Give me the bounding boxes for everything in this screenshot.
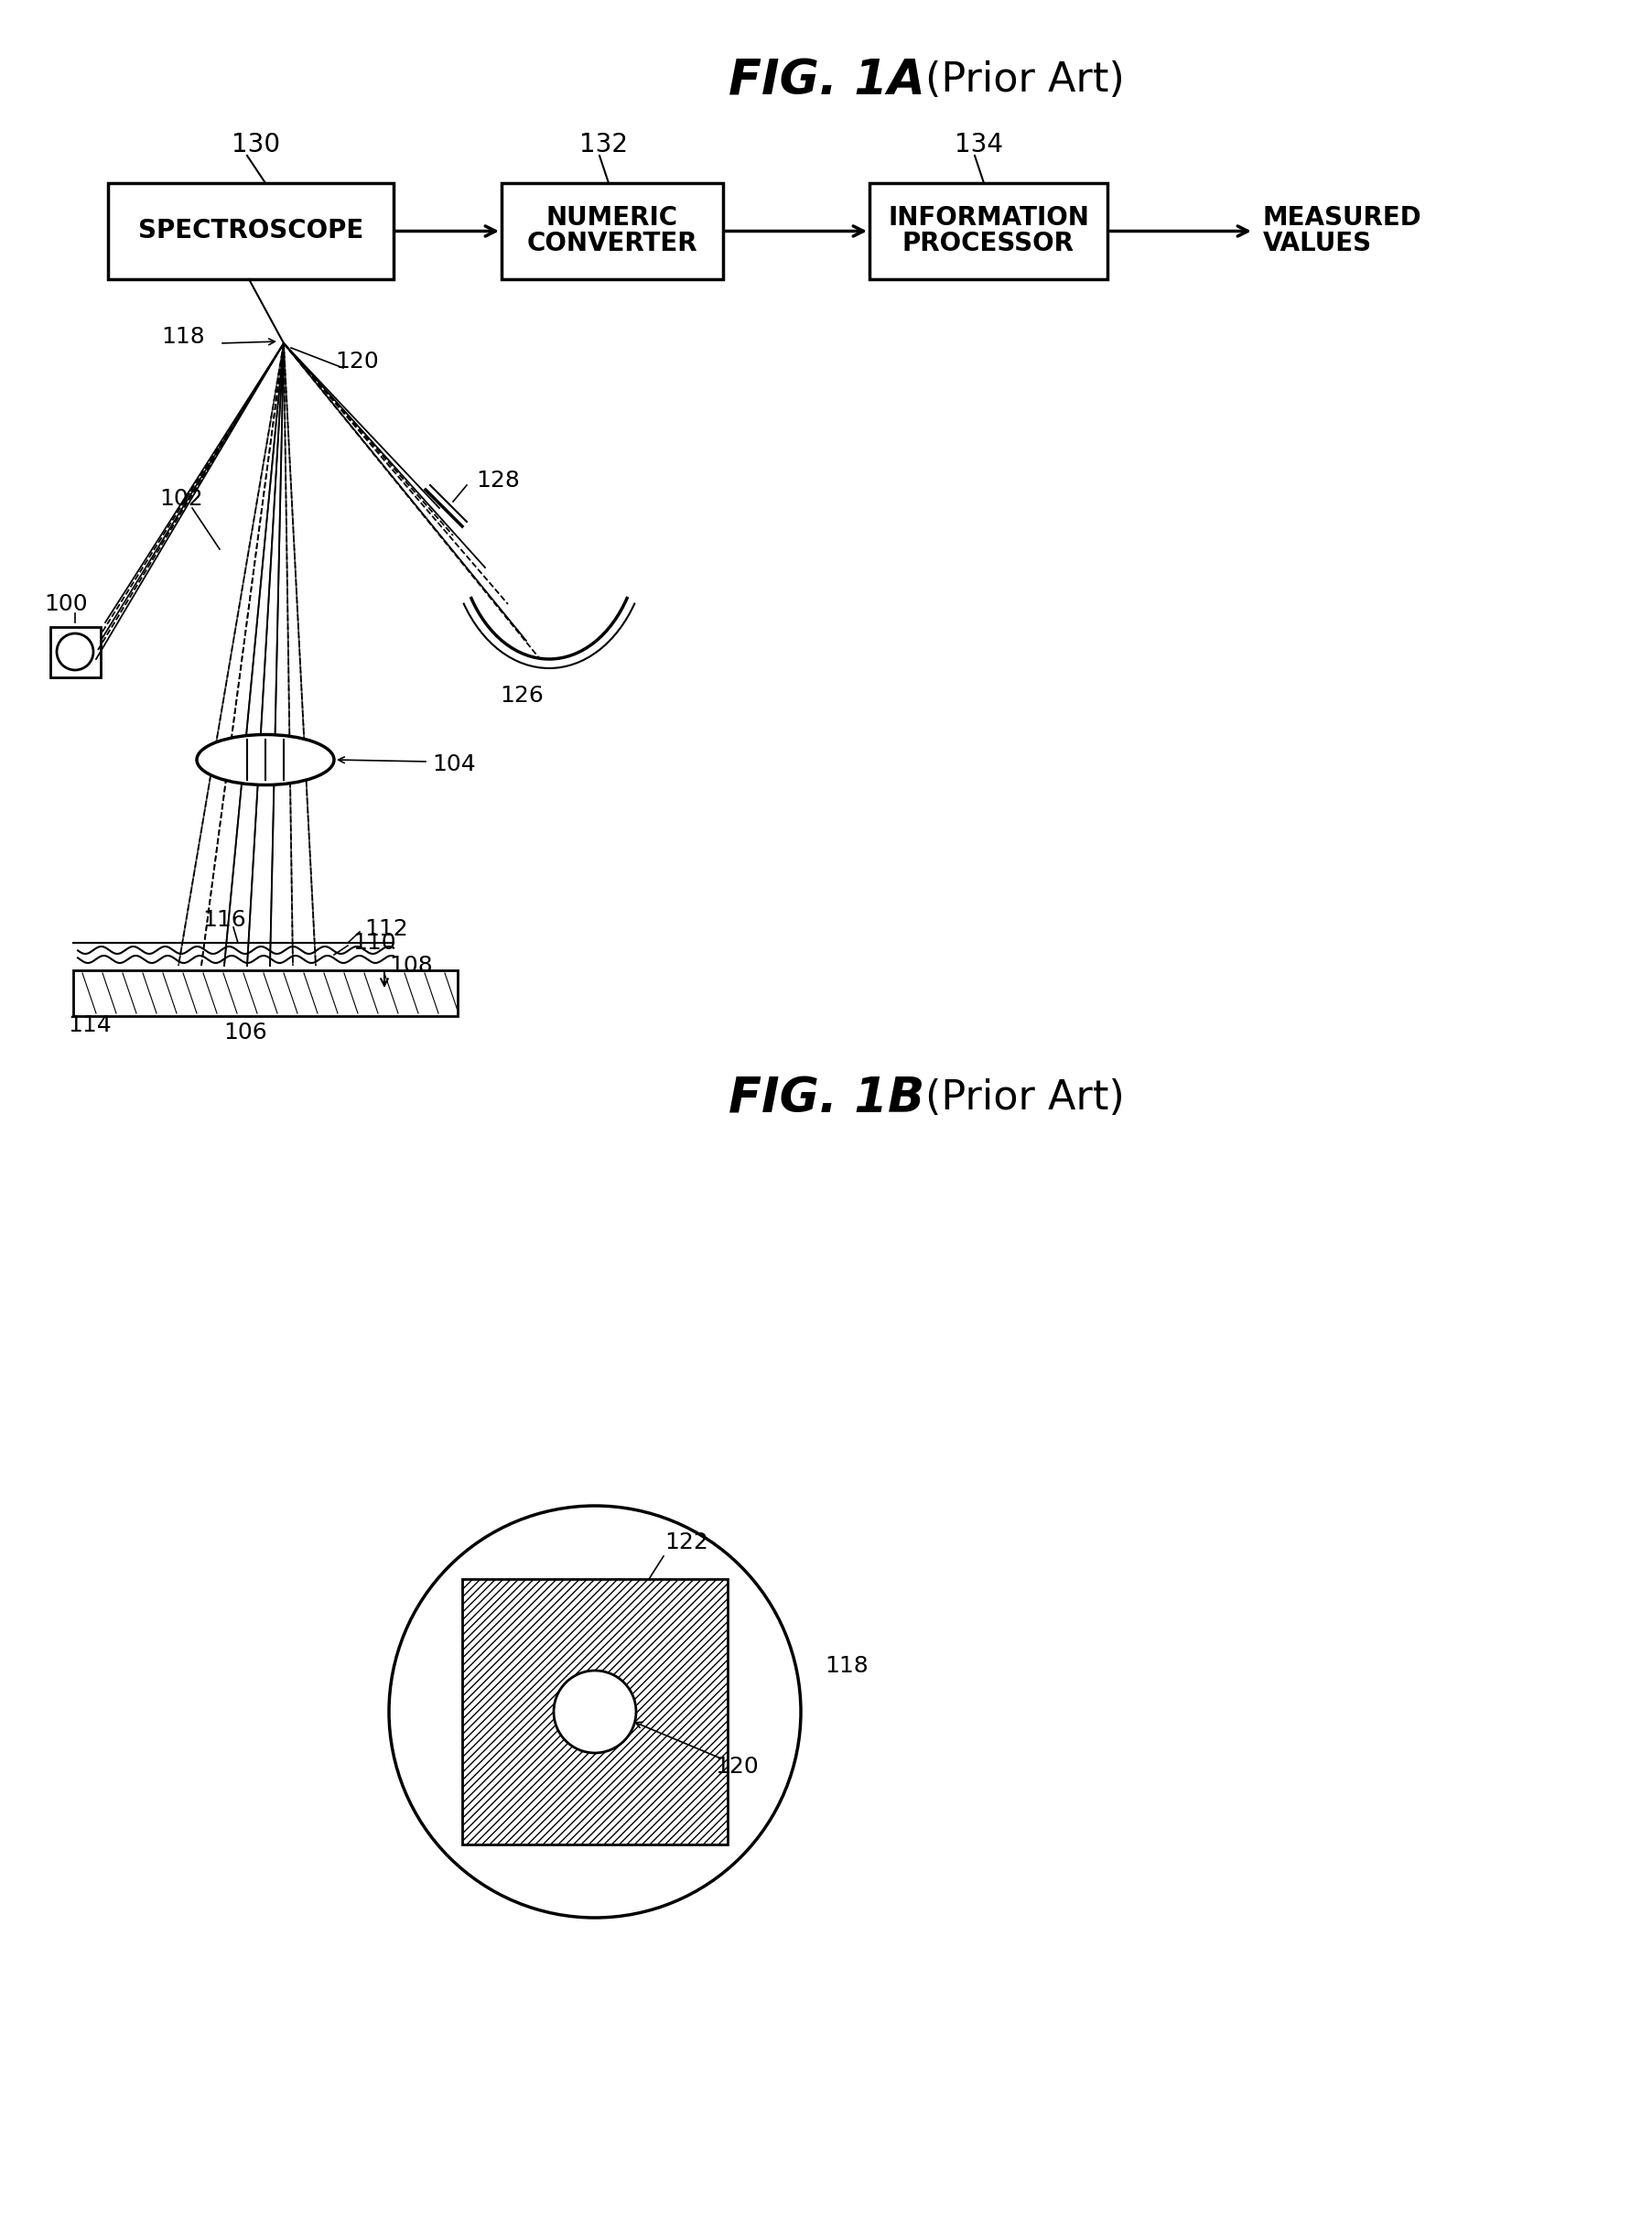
Bar	[107, 184, 393, 280]
Bar	[73, 969, 458, 1017]
Text: NUMERIC: NUMERIC	[547, 206, 677, 231]
Text: 118: 118	[162, 327, 205, 347]
Text: MEASURED: MEASURED	[1262, 206, 1421, 231]
Text: (Prior Art): (Prior Art)	[925, 1079, 1123, 1117]
Bar	[501, 184, 722, 280]
Text: 134: 134	[955, 132, 1003, 157]
Bar	[463, 1578, 727, 1845]
Circle shape	[553, 1670, 636, 1753]
Text: 108: 108	[388, 954, 433, 976]
Text: 112: 112	[363, 918, 408, 940]
Text: 116: 116	[202, 909, 246, 931]
Text: 120: 120	[335, 352, 378, 372]
Text: CONVERTER: CONVERTER	[527, 231, 697, 257]
Bar	[50, 627, 101, 678]
Text: 128: 128	[476, 470, 519, 493]
Text: PROCESSOR: PROCESSOR	[902, 231, 1074, 257]
Circle shape	[388, 1507, 800, 1919]
Text: VALUES: VALUES	[1262, 231, 1371, 257]
Text: 102: 102	[159, 488, 203, 510]
Text: 118: 118	[824, 1655, 867, 1677]
Text: 120: 120	[715, 1755, 758, 1778]
Text: 106: 106	[223, 1021, 268, 1043]
Bar	[869, 184, 1107, 280]
Text: FIG. 1B: FIG. 1B	[729, 1075, 923, 1122]
Text: 100: 100	[45, 593, 88, 616]
Text: 104: 104	[431, 752, 476, 775]
Text: 132: 132	[580, 132, 628, 157]
Text: 114: 114	[68, 1014, 111, 1037]
Text: 110: 110	[352, 931, 396, 954]
Text: 126: 126	[499, 685, 544, 708]
Text: (Prior Art): (Prior Art)	[925, 60, 1123, 101]
Text: SPECTROSCOPE: SPECTROSCOPE	[139, 219, 363, 244]
Circle shape	[56, 634, 93, 669]
Text: 130: 130	[231, 132, 281, 157]
Text: 122: 122	[664, 1531, 709, 1554]
Text: INFORMATION: INFORMATION	[887, 206, 1089, 231]
Ellipse shape	[197, 734, 334, 786]
Text: FIG. 1A: FIG. 1A	[729, 56, 923, 105]
